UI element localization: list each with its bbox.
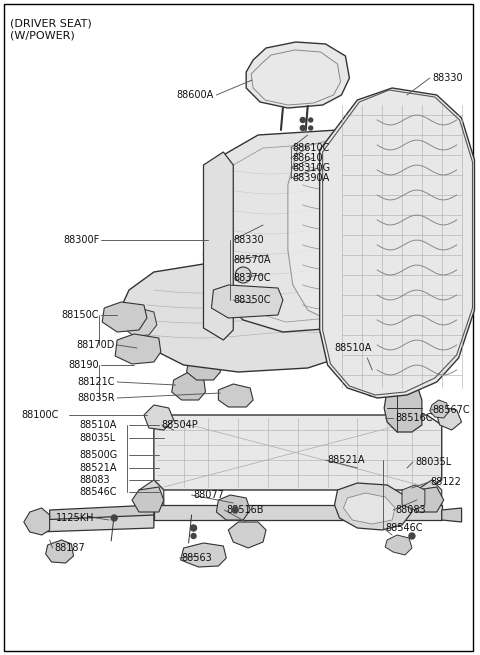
Text: 88187: 88187: [55, 543, 85, 553]
Text: 88170D: 88170D: [77, 340, 115, 350]
Circle shape: [191, 534, 196, 538]
Polygon shape: [437, 407, 462, 430]
Polygon shape: [335, 483, 412, 530]
Text: 88390A: 88390A: [293, 173, 330, 183]
Polygon shape: [412, 480, 442, 520]
Polygon shape: [430, 400, 449, 418]
Circle shape: [232, 507, 238, 513]
Text: 88077: 88077: [193, 490, 225, 500]
Circle shape: [235, 267, 251, 283]
Polygon shape: [204, 152, 233, 340]
Polygon shape: [384, 382, 422, 432]
Text: 88516C: 88516C: [395, 413, 432, 423]
Text: 1125KH: 1125KH: [56, 513, 94, 523]
Polygon shape: [320, 88, 475, 398]
Polygon shape: [246, 42, 349, 108]
Polygon shape: [46, 540, 73, 563]
Polygon shape: [402, 485, 425, 510]
Text: 88300F: 88300F: [63, 235, 99, 245]
Text: 88563: 88563: [181, 553, 213, 563]
Text: 88350C: 88350C: [233, 295, 271, 305]
Circle shape: [409, 533, 415, 539]
Text: 88500G: 88500G: [79, 450, 118, 460]
Text: 88610C: 88610C: [293, 143, 330, 153]
Text: 88521A: 88521A: [327, 455, 365, 465]
Text: 88370C: 88370C: [233, 273, 271, 283]
Polygon shape: [442, 508, 462, 522]
Polygon shape: [218, 384, 253, 407]
Circle shape: [111, 515, 117, 521]
Text: 88610: 88610: [293, 153, 324, 163]
Circle shape: [309, 118, 312, 122]
Polygon shape: [172, 372, 205, 400]
Polygon shape: [134, 480, 164, 520]
Polygon shape: [49, 505, 154, 525]
Text: 88546C: 88546C: [79, 487, 117, 497]
Circle shape: [300, 117, 305, 122]
Text: 88504P: 88504P: [162, 420, 199, 430]
Polygon shape: [154, 415, 442, 490]
Circle shape: [309, 126, 312, 130]
Polygon shape: [410, 487, 444, 512]
Text: 88121C: 88121C: [78, 377, 115, 387]
Text: 88035L: 88035L: [415, 457, 451, 467]
Text: 88510A: 88510A: [335, 343, 372, 353]
Text: 88310G: 88310G: [293, 163, 331, 173]
Polygon shape: [204, 130, 417, 332]
Text: 88330: 88330: [433, 73, 463, 83]
Text: 88150C: 88150C: [62, 310, 99, 320]
Text: 88083: 88083: [79, 475, 110, 485]
Text: 88510A: 88510A: [79, 420, 117, 430]
Polygon shape: [216, 495, 250, 520]
Text: 88521A: 88521A: [79, 463, 117, 473]
Polygon shape: [38, 515, 154, 532]
Text: 88190: 88190: [69, 360, 99, 370]
Text: 88600A: 88600A: [176, 90, 214, 100]
Polygon shape: [154, 505, 442, 520]
Circle shape: [300, 126, 305, 130]
Text: 88546C: 88546C: [385, 523, 423, 533]
Polygon shape: [144, 405, 174, 430]
Text: 88122: 88122: [431, 477, 462, 487]
Polygon shape: [187, 353, 220, 380]
Polygon shape: [354, 362, 395, 396]
Polygon shape: [24, 508, 49, 535]
Text: (DRIVER SEAT): (DRIVER SEAT): [10, 18, 92, 28]
Text: 88100C: 88100C: [22, 410, 59, 420]
Text: 88567C: 88567C: [433, 405, 470, 415]
Polygon shape: [344, 493, 395, 524]
Polygon shape: [288, 135, 417, 320]
Polygon shape: [102, 302, 147, 332]
Text: 88516B: 88516B: [227, 505, 264, 515]
Text: 88035R: 88035R: [78, 393, 115, 403]
Text: 88083: 88083: [395, 505, 426, 515]
Polygon shape: [123, 308, 157, 336]
Polygon shape: [180, 543, 227, 567]
Polygon shape: [385, 535, 412, 555]
Text: (W/POWER): (W/POWER): [10, 30, 75, 40]
Text: 88570A: 88570A: [233, 255, 271, 265]
Text: 88330: 88330: [233, 235, 264, 245]
Polygon shape: [211, 285, 283, 318]
Polygon shape: [228, 522, 266, 548]
Text: 88035L: 88035L: [79, 433, 116, 443]
Polygon shape: [132, 487, 164, 512]
Circle shape: [191, 525, 196, 531]
Polygon shape: [122, 260, 372, 372]
Polygon shape: [115, 334, 161, 364]
